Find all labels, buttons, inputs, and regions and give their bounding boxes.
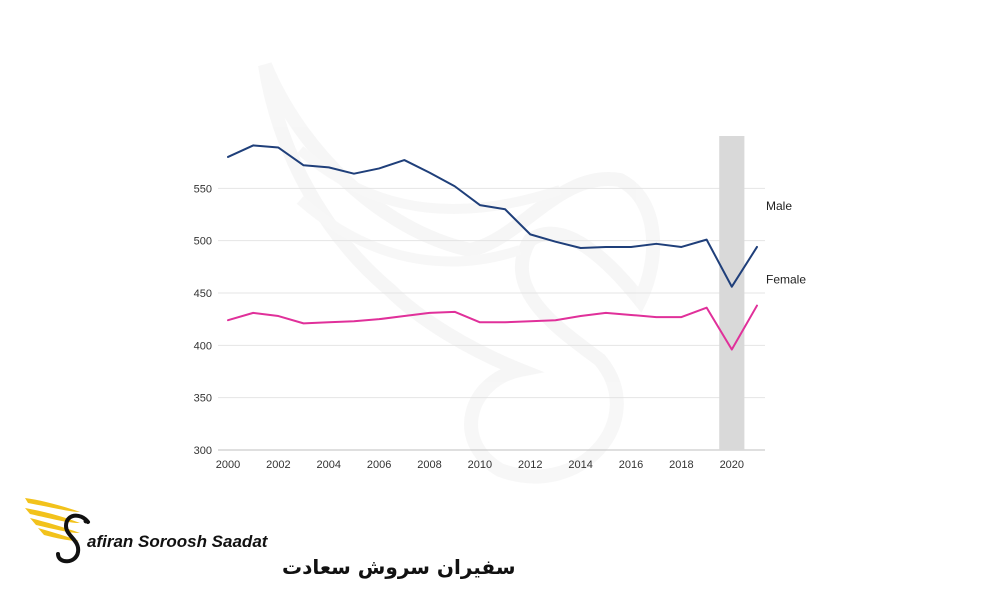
series-label-female: Female [766,273,806,287]
highlight-band [719,136,745,450]
x-tick-label: 2000 [216,459,240,471]
x-tick-label: 2012 [518,459,542,471]
x-tick-label: 2016 [619,459,643,471]
series-label-layer: Male Female [766,199,806,287]
series-layer [227,144,758,351]
x-tick-label: 2004 [317,459,341,471]
y-tick-label: 450 [194,288,212,300]
y-tick-label: 400 [194,340,212,352]
x-tick-label: 2020 [720,459,744,471]
series-line-female [227,304,758,351]
y-tick-label: 350 [194,393,212,405]
swan-s-icon [56,513,90,564]
y-tick-label: 500 [194,236,212,248]
series-label-male: Male [766,199,792,213]
x-tick-label: 2006 [367,459,391,471]
x-tick-label: 2008 [417,459,441,471]
x-tick-label: 2002 [266,459,290,471]
x-tick-label: 2014 [568,459,592,471]
axis-layer: 300 350 400 450 500 550 2000 2002 2004 2006 2008 20… [194,183,744,471]
brand-logo: afiran Soroosh Saadat سفیران سروش سعادت [25,498,516,579]
y-tick-label: 300 [194,445,212,457]
y-tick-label: 550 [194,183,212,195]
brand-name-fa: سفیران سروش سعادت [282,555,516,579]
x-tick-label: 2010 [468,459,492,471]
watermark-logo [258,62,661,484]
brand-name-en: afiran Soroosh Saadat [87,532,269,551]
series-line-male [227,144,758,288]
gridlines [218,187,765,451]
x-tick-label: 2018 [669,459,693,471]
highlight-band-layer [719,136,745,450]
